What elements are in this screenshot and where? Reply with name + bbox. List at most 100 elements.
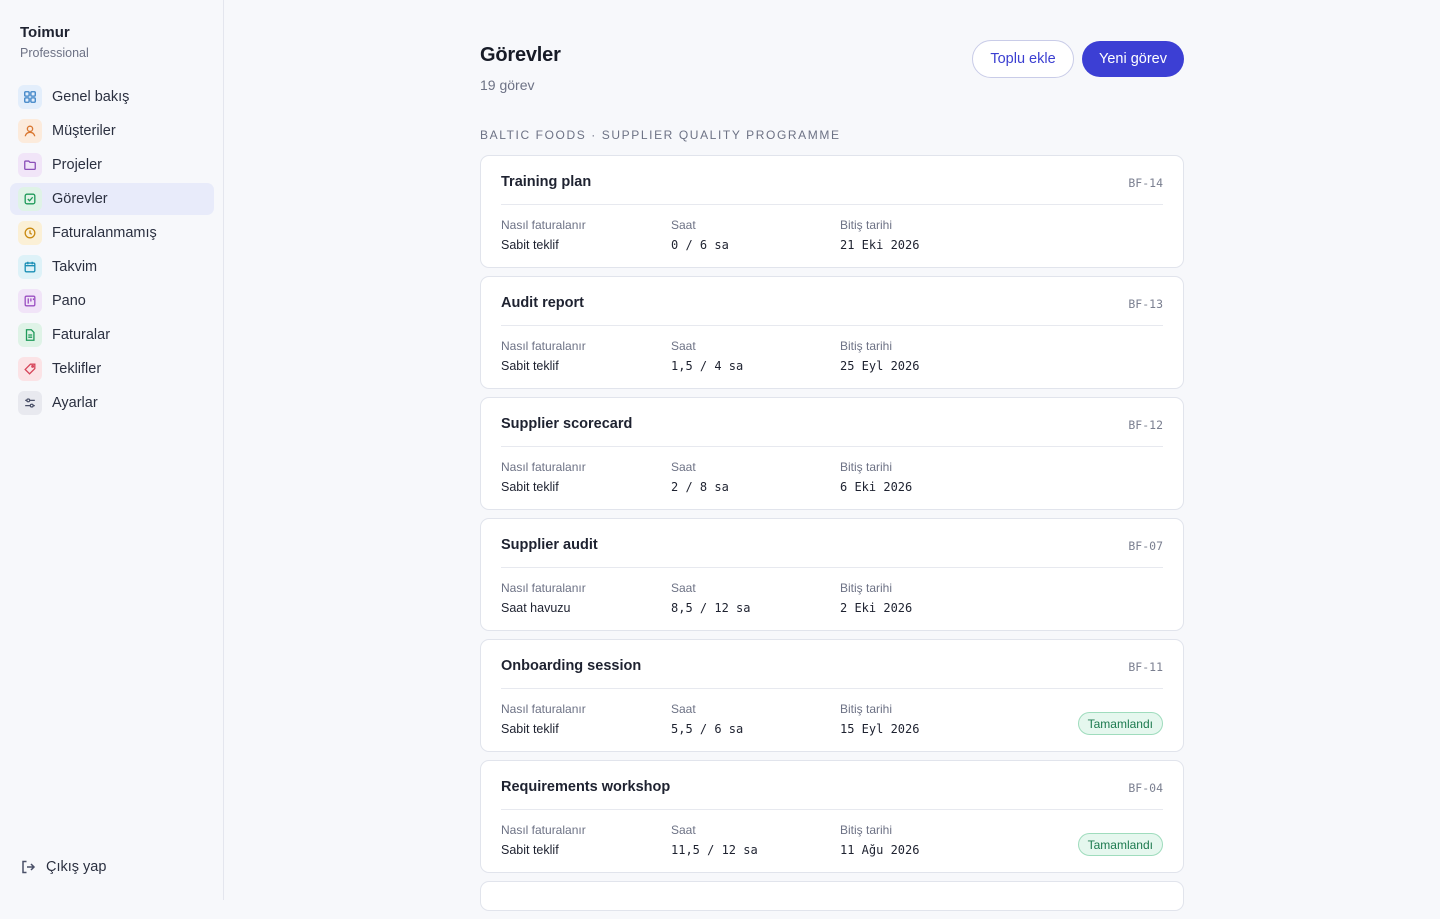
task-code: BF-13 <box>1128 297 1163 311</box>
hours-field: Saat 5,5 / 6 sa <box>671 702 743 736</box>
hours-field: Saat 8,5 / 12 sa <box>671 581 750 615</box>
billing-field: Nasıl faturalanır Sabit teklif <box>501 339 586 373</box>
task-title: Requirements workshop <box>501 779 671 795</box>
hours-field: Saat 0 / 6 sa <box>671 218 729 252</box>
tag-icon <box>18 357 42 381</box>
logout-button[interactable]: Çıkış yap <box>20 859 106 875</box>
due-label: Bitiş tarihi <box>840 823 893 837</box>
hours-field: Saat 11,5 / 12 sa <box>671 823 758 857</box>
hours-label: Saat <box>671 702 696 716</box>
task-count: 19 görev <box>480 77 535 93</box>
card-divider <box>501 688 1163 689</box>
hours-label: Saat <box>671 218 696 232</box>
billing-label: Nasıl faturalanır <box>501 702 586 716</box>
sliders-icon <box>18 391 42 415</box>
task-card[interactable]: Requirements workshop BF-04 Nasıl fatura… <box>480 760 1184 873</box>
sidebar-nav: Genel bakış Müşteriler Projeler Görevler… <box>10 81 214 421</box>
hours-value: 1,5 / 4 sa <box>671 359 744 373</box>
sidebar-item-label: Projeler <box>52 157 102 173</box>
sidebar-item-tasks[interactable]: Görevler <box>10 183 214 215</box>
sidebar-item-overview[interactable]: Genel bakış <box>10 81 214 113</box>
due-field: Bitiş tarihi 6 Eki 2026 <box>840 460 912 494</box>
due-label: Bitiş tarihi <box>840 581 893 595</box>
due-value: 21 Eki 2026 <box>840 238 920 252</box>
due-value: 6 Eki 2026 <box>840 480 913 494</box>
sidebar-item-invoices[interactable]: Faturalar <box>10 319 214 351</box>
bulk-add-button[interactable]: Toplu ekle <box>972 40 1074 78</box>
task-code: BF-11 <box>1128 660 1163 674</box>
billing-label: Nasıl faturalanır <box>501 460 586 474</box>
due-field: Bitiş tarihi 2 Eki 2026 <box>840 581 912 615</box>
hours-value: 5,5 / 6 sa <box>671 722 744 736</box>
card-divider <box>501 204 1163 205</box>
task-title: Supplier scorecard <box>501 416 633 432</box>
sidebar-item-label: Müşteriler <box>52 123 116 139</box>
hours-value: 2 / 8 sa <box>671 480 729 494</box>
billing-field: Nasıl faturalanır Sabit teklif <box>501 460 586 494</box>
brand-plan: Professional <box>20 46 89 60</box>
sidebar-item-label: Faturalanmamış <box>52 225 157 241</box>
billing-value: Sabit teklif <box>501 722 559 736</box>
sidebar-item-calendar[interactable]: Takvim <box>10 251 214 283</box>
task-card[interactable]: Onboarding session BF-11 Nasıl faturalan… <box>480 639 1184 752</box>
clock-icon <box>18 221 42 245</box>
billing-value: Sabit teklif <box>501 359 559 373</box>
due-value: 15 Eyl 2026 <box>840 722 920 736</box>
task-code: BF-07 <box>1128 539 1163 553</box>
grid-icon <box>18 85 42 109</box>
brand: Toimur Professional <box>20 24 89 60</box>
due-value: 2 Eki 2026 <box>840 601 913 615</box>
due-label: Bitiş tarihi <box>840 339 893 353</box>
billing-label: Nasıl faturalanır <box>501 218 586 232</box>
sidebar-item-projects[interactable]: Projeler <box>10 149 214 181</box>
sidebar-item-board[interactable]: Pano <box>10 285 214 317</box>
sidebar-item-label: Genel bakış <box>52 89 130 105</box>
hours-label: Saat <box>671 823 696 837</box>
billing-field: Nasıl faturalanır Saat havuzu <box>501 581 586 615</box>
due-label: Bitiş tarihi <box>840 460 893 474</box>
hours-value: 8,5 / 12 sa <box>671 601 751 615</box>
task-card[interactable]: Supplier scorecard BF-12 Nasıl faturalan… <box>480 397 1184 510</box>
task-card[interactable] <box>480 881 1184 911</box>
sidebar-item-label: Pano <box>52 293 86 309</box>
due-field: Bitiş tarihi 25 Eyl 2026 <box>840 339 919 373</box>
sidebar-item-customers[interactable]: Müşteriler <box>10 115 214 147</box>
card-divider <box>501 446 1163 447</box>
sidebar-item-quotes[interactable]: Teklifler <box>10 353 214 385</box>
due-field: Bitiş tarihi 15 Eyl 2026 <box>840 702 919 736</box>
hours-field: Saat 1,5 / 4 sa <box>671 339 743 373</box>
billing-label: Nasıl faturalanır <box>501 339 586 353</box>
sidebar-item-label: Görevler <box>52 191 108 207</box>
checkbox-icon <box>18 187 42 211</box>
user-icon <box>18 119 42 143</box>
status-badge: Tamamlandı <box>1077 712 1163 735</box>
sidebar-item-unbilled[interactable]: Faturalanmamış <box>10 217 214 249</box>
hours-value: 0 / 6 sa <box>671 238 729 252</box>
sidebar-item-label: Ayarlar <box>52 395 98 411</box>
task-code: BF-14 <box>1128 176 1163 190</box>
sidebar-item-label: Takvim <box>52 259 98 275</box>
billing-value: Sabit teklif <box>501 843 559 857</box>
task-list: Training plan BF-14 Nasıl faturalanır Sa… <box>480 155 1184 919</box>
sidebar-item-label: Faturalar <box>52 327 111 343</box>
document-icon <box>18 323 42 347</box>
hours-value: 11,5 / 12 sa <box>671 843 758 857</box>
task-card[interactable]: Training plan BF-14 Nasıl faturalanır Sa… <box>480 155 1184 268</box>
task-title: Onboarding session <box>501 658 642 674</box>
billing-field: Nasıl faturalanır Sabit teklif <box>501 823 586 857</box>
page-title: Görevler <box>480 44 561 66</box>
hours-label: Saat <box>671 460 696 474</box>
billing-field: Nasıl faturalanır Sabit teklif <box>501 218 586 252</box>
task-code: BF-12 <box>1128 418 1163 432</box>
due-label: Bitiş tarihi <box>840 702 893 716</box>
hours-field: Saat 2 / 8 sa <box>671 460 729 494</box>
billing-field: Nasıl faturalanır Sabit teklif <box>501 702 586 736</box>
due-field: Bitiş tarihi 21 Eki 2026 <box>840 218 919 252</box>
hours-label: Saat <box>671 339 696 353</box>
sidebar: Toimur Professional Genel bakış Müşteril… <box>0 0 224 900</box>
sidebar-item-settings[interactable]: Ayarlar <box>10 387 214 419</box>
task-card[interactable]: Audit report BF-13 Nasıl faturalanır Sab… <box>480 276 1184 389</box>
new-task-button[interactable]: Yeni görev <box>1082 41 1184 77</box>
logout-label: Çıkış yap <box>46 859 107 875</box>
task-card[interactable]: Supplier audit BF-07 Nasıl faturalanır S… <box>480 518 1184 631</box>
